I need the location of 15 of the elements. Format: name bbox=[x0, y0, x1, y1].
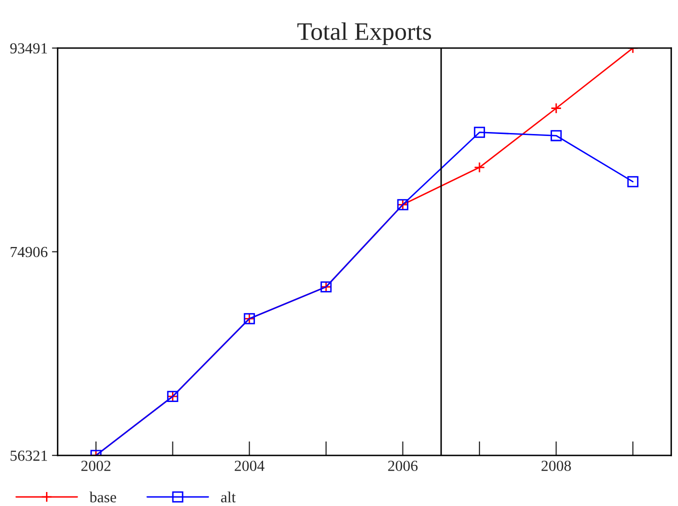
legend-label: alt bbox=[221, 492, 236, 502]
y-tick-label: 56321 bbox=[10, 450, 47, 461]
x-tick-label: 2006 bbox=[388, 460, 418, 472]
point bbox=[474, 126, 486, 138]
legend-label: base bbox=[89, 492, 116, 502]
chart-title: Total Exports bbox=[297, 22, 432, 46]
y-tick-label: 74906 bbox=[10, 246, 48, 258]
x-tick-label: 2002 bbox=[81, 460, 110, 472]
point bbox=[550, 130, 562, 142]
point bbox=[474, 162, 486, 173]
point bbox=[627, 176, 638, 188]
x-tick-label: 2004 bbox=[234, 460, 264, 472]
y-tick-label: 93491 bbox=[10, 43, 47, 54]
point bbox=[550, 102, 562, 114]
x-tick-label: 2008 bbox=[542, 460, 571, 472]
